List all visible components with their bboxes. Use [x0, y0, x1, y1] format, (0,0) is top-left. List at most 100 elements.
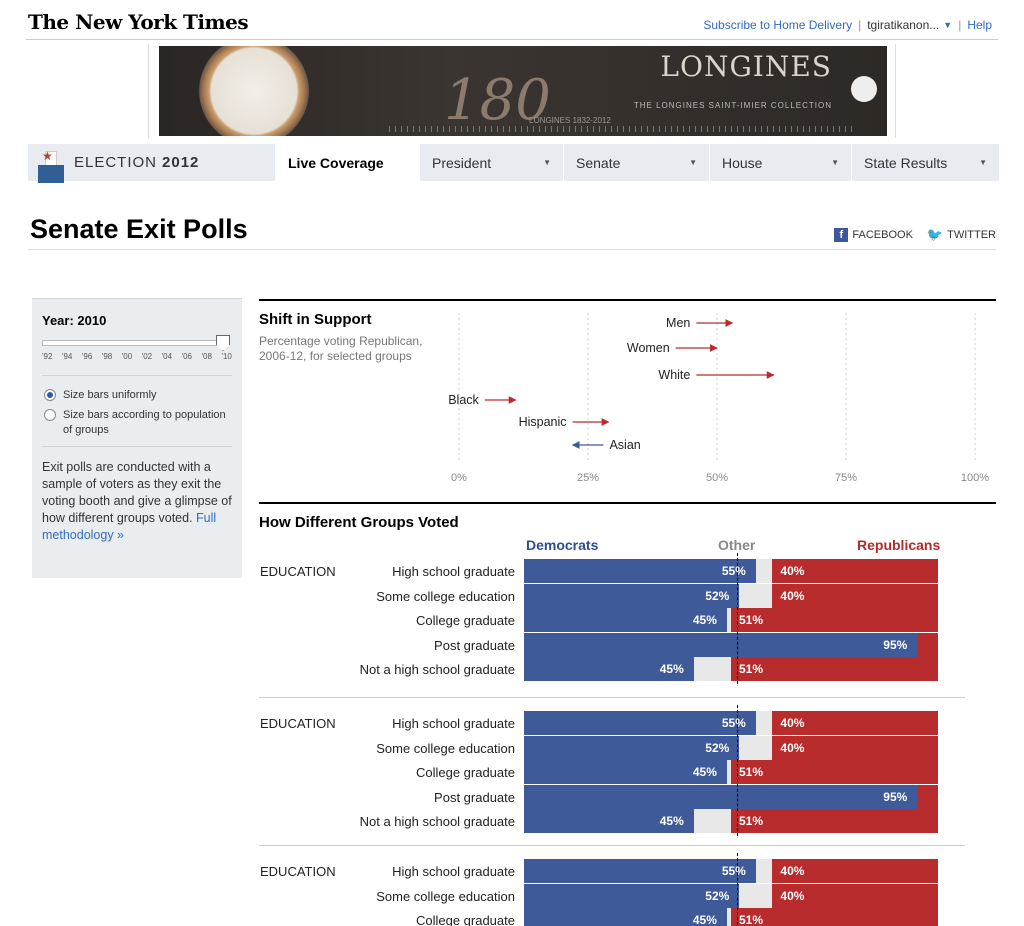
group-label: College graduate: [415, 613, 515, 628]
table-row[interactable]: College graduate 45% 51%: [259, 908, 938, 926]
shift-label-hispanic: Hispanic: [519, 415, 567, 429]
facebook-icon[interactable]: f: [834, 228, 849, 242]
year-tick[interactable]: '04: [161, 352, 173, 361]
methodology-link[interactable]: Full methodology »: [42, 511, 217, 542]
group-label: High school graduate: [392, 716, 515, 731]
vote-bar[interactable]: 55% 40%: [524, 559, 938, 583]
table-row[interactable]: EDUCATION High school graduate 55% 40%: [259, 859, 938, 883]
block-divider: [259, 845, 965, 846]
category-label: EDUCATION: [260, 716, 336, 731]
radio-uniform[interactable]: Size bars uniformly: [42, 388, 232, 403]
chevron-down-icon[interactable]: ▼: [831, 158, 839, 167]
description-text: Exit polls are conducted with a sample o…: [42, 460, 232, 525]
chevron-down-icon[interactable]: ▼: [689, 158, 697, 167]
table-row[interactable]: EDUCATION High school graduate 55% 40%: [259, 711, 938, 735]
vote-bar[interactable]: 52% 40%: [524, 736, 938, 760]
group-label: College graduate: [415, 913, 515, 926]
vote-bar[interactable]: 55% 40%: [524, 711, 938, 735]
year-tick[interactable]: '10: [221, 352, 232, 361]
year-tick[interactable]: '94: [61, 352, 73, 361]
dem-segment: [524, 584, 740, 608]
year-tick[interactable]: '06: [181, 352, 192, 361]
rep-value: 51%: [739, 613, 764, 627]
year-slider[interactable]: [42, 335, 230, 351]
radio-selected-icon[interactable]: [44, 389, 56, 401]
ad-number: 180: [444, 68, 551, 133]
dem-value: 45%: [692, 613, 717, 627]
shift-label-women: Women: [627, 341, 670, 355]
nav-item-state-results[interactable]: State Results ▼: [851, 144, 999, 181]
table-row[interactable]: Some college education 52% 40%: [259, 584, 938, 608]
group-label: High school graduate: [392, 564, 515, 579]
table-row[interactable]: Not a high school graduate 45% 51%: [259, 657, 938, 681]
help-link[interactable]: Help: [967, 18, 992, 32]
year-tick[interactable]: '92: [42, 352, 53, 361]
table-row[interactable]: Some college education 52% 40%: [259, 736, 938, 760]
chevron-down-icon[interactable]: ▼: [979, 158, 987, 167]
vote-bar[interactable]: 45% 51%: [524, 908, 938, 926]
year-tick[interactable]: '08: [201, 352, 212, 361]
table-row[interactable]: College graduate 45% 51%: [259, 608, 938, 632]
year-tick[interactable]: '98: [101, 352, 113, 361]
year-tick[interactable]: '02: [141, 352, 153, 361]
twitter-link[interactable]: TWITTER: [947, 229, 996, 241]
year-tick[interactable]: '00: [121, 352, 133, 361]
nav-item-live-coverage[interactable]: Live Coverage: [275, 144, 419, 181]
vote-bar[interactable]: 95%: [524, 633, 938, 657]
table-row[interactable]: College graduate 45% 51%: [259, 760, 938, 784]
category-label: EDUCATION: [260, 564, 336, 579]
rep-segment: [731, 657, 938, 681]
vote-bar[interactable]: 55% 40%: [524, 859, 938, 883]
vote-bar[interactable]: 45% 51%: [524, 608, 938, 632]
vote-bar[interactable]: 52% 40%: [524, 884, 938, 908]
description: Exit polls are conducted with a sample o…: [42, 459, 232, 544]
facebook-link[interactable]: FACEBOOK: [852, 229, 913, 241]
other-header: Other: [718, 537, 756, 553]
user-menu[interactable]: tgiratikanon...: [867, 18, 940, 32]
ad-ticks: [389, 126, 857, 132]
table-row[interactable]: EDUCATION High school graduate 55% 40%: [259, 559, 938, 583]
dem-segment: [524, 657, 694, 681]
dem-segment: [524, 559, 756, 583]
dem-value: 45%: [692, 913, 717, 926]
year-tick[interactable]: '96: [81, 352, 93, 361]
shift-chart: 0% 25% 50% 75% 100% Men Women White Black Hispani…: [448, 313, 989, 484]
vote-bar[interactable]: 45% 51%: [524, 809, 938, 833]
nyt-logo[interactable]: The New York Times: [28, 10, 249, 34]
chevron-down-icon[interactable]: ▼: [943, 20, 953, 30]
brand-year: 2012: [162, 154, 200, 171]
dem-segment: [524, 884, 740, 908]
shift-label-white: White: [658, 368, 690, 382]
dem-segment: [524, 633, 918, 657]
slider-handle[interactable]: [216, 335, 230, 351]
table-row[interactable]: Post graduate 95%: [259, 633, 938, 657]
vote-bar[interactable]: 45% 51%: [524, 657, 938, 681]
table-row[interactable]: Not a high school graduate 45% 51%: [259, 809, 938, 833]
nav-item-senate[interactable]: Senate ▼: [563, 144, 709, 181]
table-row[interactable]: Post graduate 95%: [259, 785, 938, 809]
subscribe-link[interactable]: Subscribe to Home Delivery: [703, 18, 853, 32]
table-row[interactable]: Some college education 52% 40%: [259, 884, 938, 908]
twitter-icon[interactable]: 🐦: [926, 227, 944, 242]
radio-unselected-icon[interactable]: [44, 409, 56, 421]
nav-item-house[interactable]: House ▼: [709, 144, 851, 181]
group-label: Some college education: [376, 889, 515, 904]
nav-item-label: President: [432, 154, 492, 171]
rep-segment: [917, 785, 938, 809]
title-divider: [28, 249, 996, 250]
vote-bar[interactable]: 52% 40%: [524, 584, 938, 608]
shift-title: Shift in Support: [259, 311, 372, 328]
dem-segment: [524, 785, 918, 809]
rep-value: 51%: [739, 662, 764, 676]
vote-bar[interactable]: 45% 51%: [524, 760, 938, 784]
ad-banner[interactable]: 180 LONGINES THE LONGINES SAINT-IMIER CO…: [159, 46, 887, 136]
democrats-header: Democrats: [526, 537, 599, 553]
nav-item-president[interactable]: President ▼: [419, 144, 563, 181]
chevron-down-icon[interactable]: ▼: [543, 158, 551, 167]
election-brand[interactable]: ★ ELECTION 2012: [28, 144, 275, 183]
rep-segment: [772, 559, 938, 583]
rep-segment: [772, 859, 938, 883]
header-divider: [26, 39, 998, 40]
vote-bar[interactable]: 95%: [524, 785, 938, 809]
radio-population[interactable]: Size bars according to population of gro…: [42, 408, 232, 438]
